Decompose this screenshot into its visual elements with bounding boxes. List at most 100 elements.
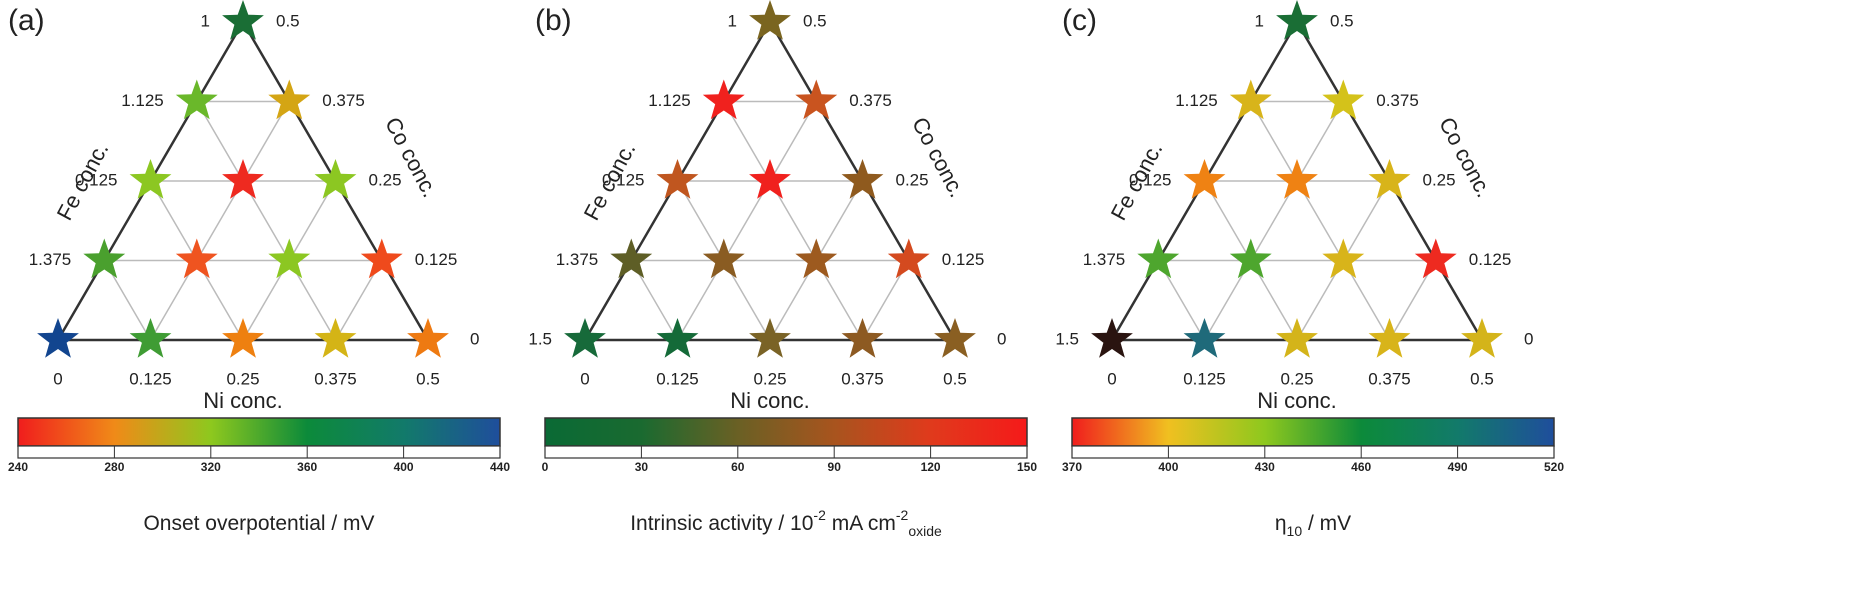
- star: [1229, 79, 1272, 120]
- ni-tick-label: 0.5: [416, 369, 440, 388]
- title-part: mA cm: [826, 512, 896, 535]
- co-tick-label: 0.375: [322, 91, 365, 110]
- colorbar-tick-label: 520: [1544, 460, 1564, 474]
- star: [887, 238, 930, 279]
- ni-tick-label: 0.375: [841, 369, 884, 388]
- co-tick-label: 0.5: [276, 11, 300, 30]
- panel-label: (a): [8, 4, 45, 37]
- colorbar-tick-label: 320: [201, 460, 221, 474]
- ni-axis-label: Ni conc.: [203, 388, 282, 413]
- co-tick-label: 0.25: [896, 170, 929, 189]
- grid-line: [1250, 101, 1391, 341]
- ni-tick-label: 0.5: [943, 369, 967, 388]
- colorbar-axis: [1071, 445, 1555, 459]
- star: [175, 238, 218, 279]
- star: [1461, 318, 1503, 358]
- ni-tick-label: 0.25: [226, 369, 259, 388]
- co-tick-label: 0.375: [849, 91, 892, 110]
- colorbar-tick-label: 360: [297, 460, 317, 474]
- colorbar-title: Intrinsic activity / 10-2 mA cm-2oxide: [630, 507, 942, 539]
- fe-tick-label: 0.125: [1129, 170, 1172, 189]
- co-tick-label: 0: [1524, 329, 1533, 348]
- star: [268, 238, 311, 279]
- star: [841, 159, 884, 199]
- star: [841, 318, 884, 358]
- colorbar-tick-label: 460: [1351, 460, 1371, 474]
- ni-tick-label: 0.25: [1280, 369, 1313, 388]
- star: [1091, 318, 1133, 358]
- star: [129, 159, 172, 199]
- star: [656, 159, 699, 199]
- star: [1414, 238, 1457, 279]
- star: [1276, 0, 1318, 40]
- star: [702, 79, 745, 120]
- star: [37, 318, 79, 358]
- grid-line: [196, 101, 337, 341]
- colorbar-tick-label: 150: [1017, 460, 1037, 474]
- title-part: -2: [813, 507, 826, 523]
- star: [1229, 238, 1272, 279]
- fe-tick-label: 1.375: [556, 250, 599, 269]
- ni-tick-label: 0.375: [1368, 369, 1411, 388]
- colorbar-tick-label: 0: [542, 460, 549, 474]
- star: [610, 238, 653, 279]
- star: [1322, 79, 1365, 120]
- star: [175, 79, 218, 120]
- title-part: 10: [1287, 523, 1303, 539]
- ni-tick-label: 0.125: [1183, 369, 1226, 388]
- co-tick-label: 0.375: [1376, 91, 1419, 110]
- fe-tick-label: 0.125: [602, 170, 645, 189]
- star: [407, 318, 449, 358]
- panel: (b) 1 1.125 0.125 1.375 1.5 0.5 0.375 0.25 0.125 0…: [528, 0, 1037, 539]
- grid-line: [676, 101, 817, 341]
- ni-axis-label: Ni conc.: [730, 388, 809, 413]
- title-part: -2: [896, 507, 909, 523]
- colorbar-tick-label: 400: [1158, 460, 1178, 474]
- colorbar-tick-label: 120: [921, 460, 941, 474]
- colorbar-tick-label: 90: [828, 460, 842, 474]
- star: [314, 159, 357, 199]
- grid-line: [149, 101, 290, 341]
- co-tick-label: 0: [470, 329, 479, 348]
- star: [1368, 159, 1411, 199]
- star: [222, 318, 264, 358]
- colorbar-title: η10 / mV: [1275, 512, 1351, 539]
- title-part: η: [1275, 512, 1287, 535]
- ni-axis-label: Ni conc.: [1257, 388, 1336, 413]
- colorbar: [544, 417, 1028, 447]
- star: [749, 159, 791, 199]
- colorbar-tick-label: 30: [635, 460, 649, 474]
- fe-tick-label: 1.5: [528, 329, 552, 348]
- star: [656, 318, 699, 358]
- title-part: oxide: [908, 523, 942, 539]
- star: [129, 318, 172, 358]
- star: [268, 79, 311, 120]
- fe-tick-label: 1: [201, 11, 210, 30]
- star: [749, 0, 791, 40]
- star: [564, 318, 606, 358]
- star: [702, 238, 745, 279]
- co-tick-label: 0: [997, 329, 1006, 348]
- ni-tick-label: 0: [580, 369, 589, 388]
- star: [1276, 159, 1318, 199]
- colorbar-tick-label: 60: [731, 460, 745, 474]
- star: [222, 159, 264, 199]
- colorbar-tick-label: 400: [394, 460, 414, 474]
- co-tick-label: 0.125: [1469, 250, 1512, 269]
- fe-tick-label: 1: [728, 11, 737, 30]
- colorbar: [17, 417, 501, 447]
- fe-tick-label: 1: [1255, 11, 1264, 30]
- star: [360, 238, 403, 279]
- star: [314, 318, 357, 358]
- fe-tick-label: 1.375: [29, 250, 72, 269]
- colorbar-title: Onset overpotential / mV: [143, 512, 374, 535]
- colorbar-axis: [544, 445, 1028, 459]
- star: [795, 238, 838, 279]
- panel-label: (c): [1062, 4, 1097, 37]
- co-tick-label: 0.125: [942, 250, 985, 269]
- colorbar-tick-label: 440: [490, 460, 510, 474]
- star: [934, 318, 976, 358]
- title-part: Intrinsic activity / 10: [630, 512, 813, 535]
- star: [1183, 159, 1226, 199]
